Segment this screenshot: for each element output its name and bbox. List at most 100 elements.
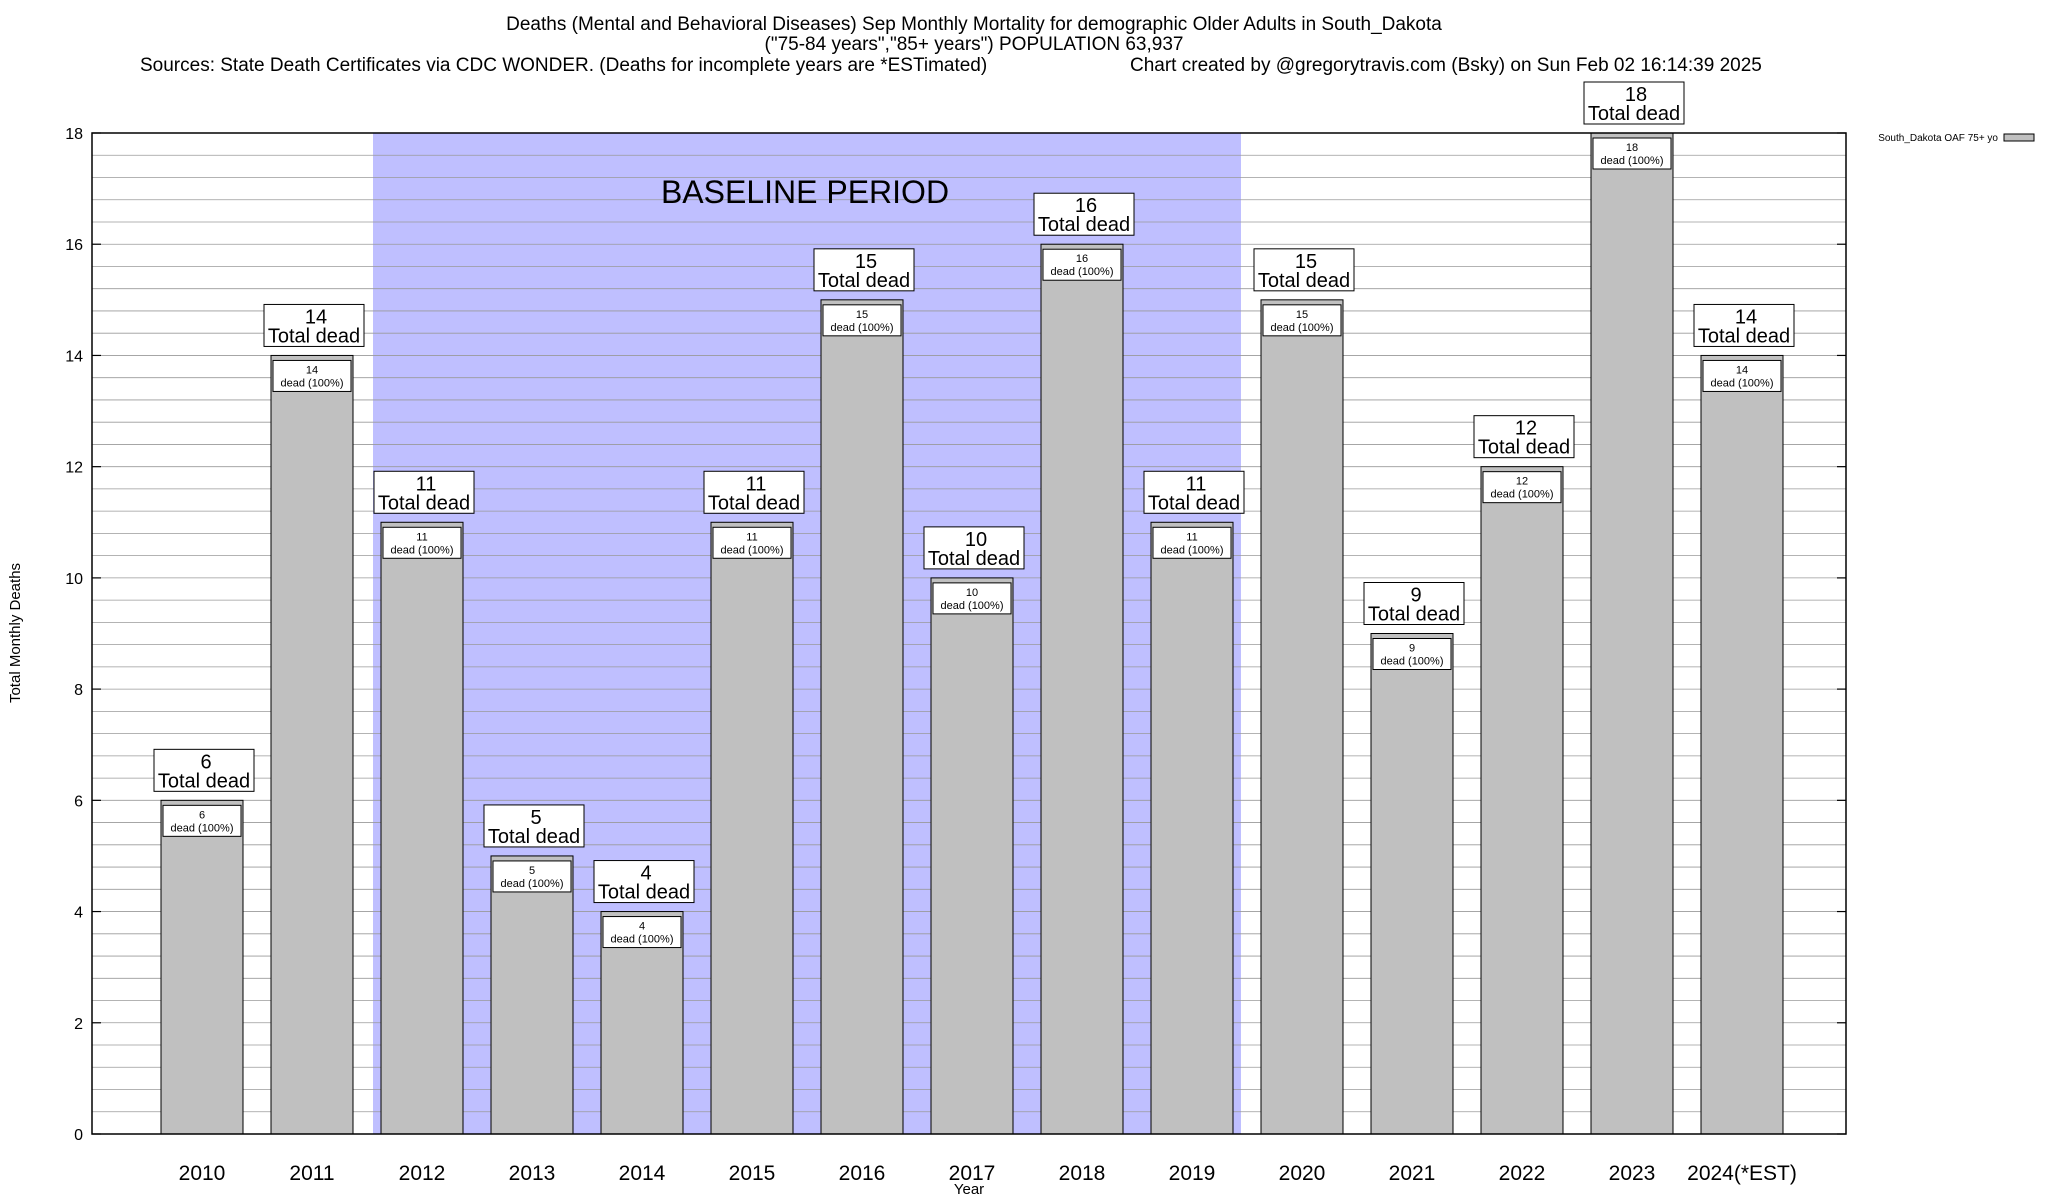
bar-inner-value-label: 12 (1516, 476, 1528, 488)
y-tick-label: 16 (65, 237, 83, 254)
bar-total-sublabel: Total dead (378, 492, 470, 514)
bar-inner-value-label: 11 (1186, 531, 1197, 543)
bar-total-value-label: 4 (640, 863, 651, 885)
bar-total-sublabel: Total dead (598, 882, 690, 904)
bar-inner-label-box (712, 526, 792, 559)
x-tick-label: 2012 (399, 1162, 446, 1185)
bar-inner-value-label: 5 (529, 865, 535, 877)
bar-inner-sublabel: dead (100%) (1711, 377, 1774, 389)
y-tick-label: 8 (74, 682, 83, 699)
x-axis-label: Year (954, 1181, 984, 1198)
y-axis-label: Total Monthly Deaths (7, 563, 24, 703)
bar-total-label-box (1143, 470, 1245, 514)
bar-total-label-box (1253, 248, 1355, 292)
bar-total-label-box (593, 860, 695, 904)
bar-total-label-box (1693, 303, 1795, 347)
bar-total-label-box (373, 470, 475, 514)
bar-inner-label-box (1042, 248, 1122, 281)
bar-total-label-box (1363, 582, 1465, 625)
bar-total-sublabel: Total dead (488, 826, 580, 848)
bar-total-value-label: 9 (1410, 585, 1421, 607)
bar-inner-sublabel: dead (100%) (281, 377, 344, 389)
bar-total-value-label: 15 (855, 251, 877, 273)
y-tick-label: 2 (74, 1016, 83, 1033)
bar (1700, 354, 1784, 1135)
y-tick-label: 6 (74, 793, 83, 810)
bar-total-sublabel: Total dead (158, 770, 250, 792)
bar (380, 521, 464, 1135)
chart-subtitle: ("75-84 years","85+ years") POPULATION 6… (765, 34, 1184, 55)
bar-total-label-box (263, 303, 365, 347)
bar (1260, 299, 1344, 1135)
bar-inner-value-label: 6 (199, 809, 205, 821)
bar-total-sublabel: Total dead (928, 548, 1020, 570)
bar-inner-sublabel: dead (100%) (1491, 489, 1554, 501)
bar-total-sublabel: Total dead (1258, 270, 1350, 292)
bar-inner-label-box (1482, 471, 1562, 504)
bar-total-label-box (1583, 81, 1685, 125)
bar-inner-sublabel: dead (100%) (1601, 155, 1664, 167)
bar-inner-sublabel: dead (100%) (1381, 656, 1444, 668)
y-tick-label: 12 (65, 460, 83, 477)
bar-inner-value-label: 10 (966, 587, 978, 599)
bar-total-value-label: 18 (1625, 84, 1647, 106)
x-tick-label: 2011 (289, 1162, 334, 1185)
bar-total-sublabel: Total dead (1368, 604, 1460, 626)
y-tick-label: 18 (65, 126, 83, 143)
bar-total-value-label: 14 (305, 306, 327, 328)
bar-total-sublabel: Total dead (268, 325, 360, 347)
bar-inner-value-label: 11 (746, 531, 757, 543)
y-tick-label: 4 (74, 905, 83, 922)
plot-frame (91, 132, 1847, 1135)
bar-total-value-label: 11 (746, 473, 767, 495)
x-tick-label: 2015 (729, 1162, 776, 1185)
bar-inner-sublabel: dead (100%) (171, 822, 234, 834)
legend: South_Dakota OAF 75+ yo (1878, 133, 2035, 144)
bar (600, 911, 684, 1135)
bar-inner-value-label: 16 (1076, 253, 1088, 265)
bar-total-label-box (703, 470, 805, 514)
bar-total-sublabel: Total dead (1148, 492, 1240, 514)
bar-total-sublabel: Total dead (1478, 437, 1570, 459)
bar-inner-value-label: 15 (856, 309, 868, 321)
bar (1480, 466, 1564, 1135)
bar-inner-label-box (382, 526, 462, 559)
chart-sources: Sources: State Death Certificates via CD… (140, 55, 987, 76)
bar-inner-label-box (1152, 526, 1232, 559)
bar (1590, 132, 1674, 1135)
legend-swatch (2003, 133, 2035, 142)
bar-total-value-label: 10 (965, 529, 987, 551)
bar-total-sublabel: Total dead (1588, 103, 1680, 125)
bar-inner-label-box (602, 916, 682, 949)
bar-inner-label-box (492, 860, 572, 893)
bar-inner-label-box (272, 359, 352, 392)
x-tick-label: 2020 (1279, 1162, 1326, 1185)
bar-inner-sublabel: dead (100%) (831, 322, 894, 334)
bar-inner-label-box (1372, 638, 1452, 670)
legend-entry-label: South_Dakota OAF 75+ yo (1878, 133, 1998, 144)
y-tick-label: 0 (74, 1127, 83, 1144)
bar-inner-sublabel: dead (100%) (1051, 266, 1114, 278)
bar-inner-label-box (1702, 359, 1782, 392)
bar-inner-sublabel: dead (100%) (391, 544, 454, 556)
bar-inner-sublabel: dead (100%) (501, 878, 564, 890)
bar-total-value-label: 16 (1075, 195, 1097, 217)
x-tick-label: 2016 (839, 1162, 886, 1185)
bar-total-value-label: 11 (416, 473, 437, 495)
y-tick-label: 14 (65, 348, 83, 365)
bar (1040, 243, 1124, 1135)
x-tick-label: 2019 (1169, 1162, 1216, 1185)
bar-total-label-box (483, 804, 585, 848)
chart-title: Deaths (Mental and Behavioral Diseases) … (506, 14, 1442, 35)
bar-total-value-label: 15 (1295, 251, 1317, 273)
bar-total-label-box (923, 526, 1025, 570)
bar-inner-value-label: 18 (1626, 142, 1638, 154)
bar-total-sublabel: Total dead (1038, 214, 1130, 236)
bar-total-value-label: 6 (200, 751, 211, 773)
bar (1370, 633, 1454, 1135)
x-tick-label: 2013 (509, 1162, 556, 1185)
bar-total-sublabel: Total dead (708, 492, 800, 514)
bar-inner-value-label: 4 (639, 921, 645, 933)
bar-inner-label-box (932, 582, 1012, 615)
